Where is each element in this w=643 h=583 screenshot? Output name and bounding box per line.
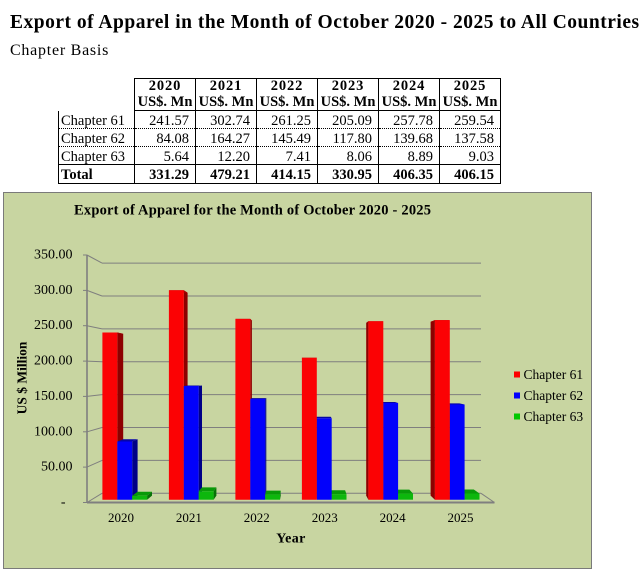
svg-text:250.00: 250.00 (34, 318, 73, 333)
svg-text:2022: 2022 (244, 510, 270, 525)
svg-text:Chapter 62: Chapter 62 (524, 388, 584, 403)
svg-text:US $ Million: US $ Million (15, 341, 30, 414)
svg-text:2020: 2020 (108, 510, 134, 525)
svg-text:350.00: 350.00 (34, 248, 73, 263)
svg-text:200.00: 200.00 (34, 354, 73, 369)
svg-text:Export of Apparel for the Mont: Export of Apparel for the Month of Octob… (74, 203, 431, 219)
svg-text:100.00: 100.00 (34, 424, 73, 439)
svg-text:150.00: 150.00 (34, 389, 73, 404)
svg-text:50.00: 50.00 (41, 460, 73, 475)
svg-text:2021: 2021 (176, 510, 202, 525)
svg-text:Chapter 61: Chapter 61 (524, 367, 584, 382)
svg-text:Chapter 63: Chapter 63 (524, 409, 584, 424)
svg-text:2025: 2025 (448, 510, 474, 525)
svg-text:2024: 2024 (380, 510, 407, 525)
svg-text:300.00: 300.00 (34, 283, 73, 298)
svg-text:-: - (61, 495, 66, 510)
svg-text:2023: 2023 (312, 510, 338, 525)
svg-text:Year: Year (276, 532, 306, 547)
